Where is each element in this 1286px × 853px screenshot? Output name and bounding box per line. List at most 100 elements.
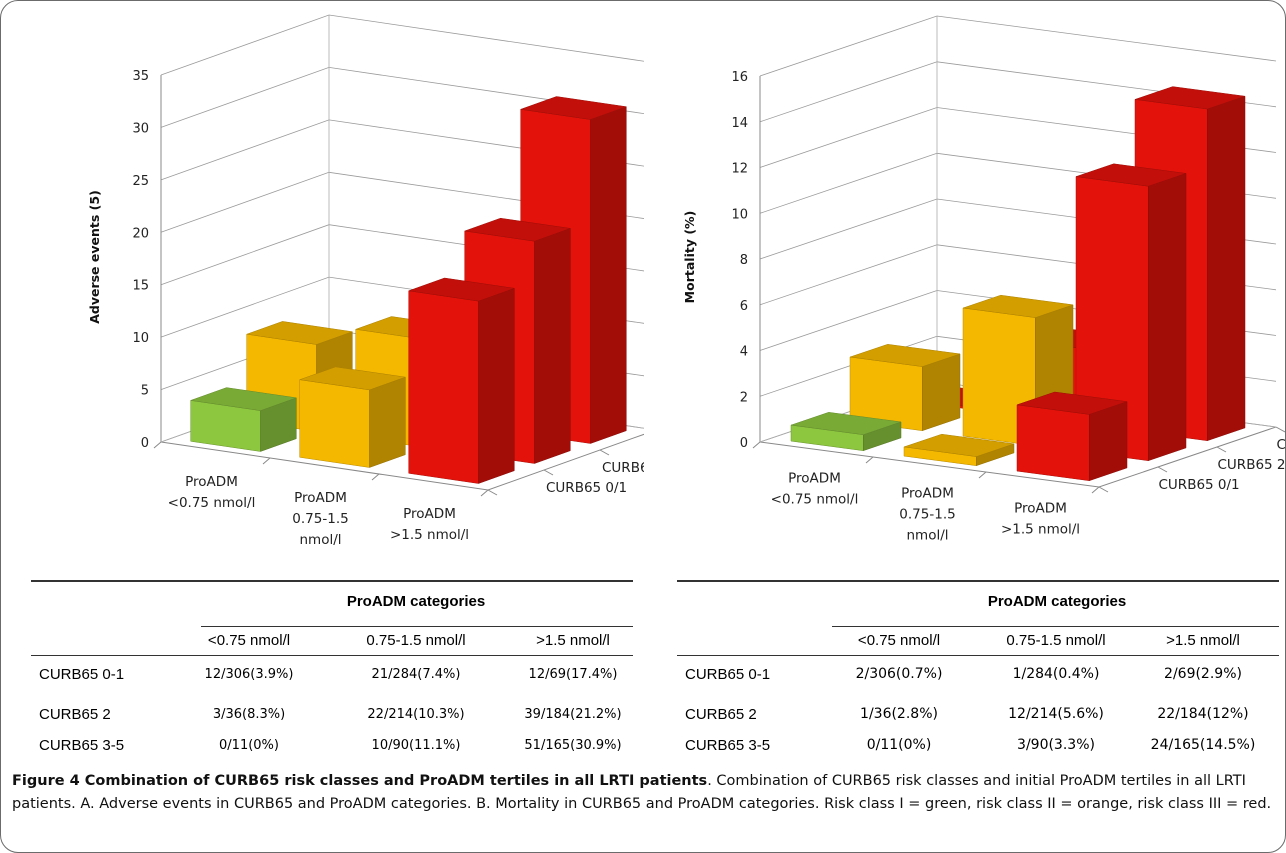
bar-top-face [408,277,515,302]
column-header: <0.75 nmol/l [207,632,291,649]
y-tick-label: 0 [141,436,149,451]
table-cell: 24/165(14.5%) [1150,737,1256,753]
bar-front-face [1016,404,1090,481]
bar-top-face [903,433,1015,457]
column-header: <0.75 nmol/l [857,632,941,649]
depth-tick-mark [543,469,554,476]
y-tick-label: 6 [740,299,748,314]
table-cell: 12/214(5.6%) [1008,706,1104,722]
bar-top-face [1134,86,1246,110]
y-tick-label: 15 [132,279,149,294]
x-tick-mark [262,457,271,465]
x-category-label: ProADM [403,506,456,522]
y-tick-label: 16 [731,70,748,85]
bar-side-face [590,106,627,444]
bar-top-face [790,412,902,435]
table-cell: 22/214(10.3%) [367,707,465,722]
row-label: CURB65 3-5 [685,737,771,754]
table-cell: 2/306(0.7%) [855,666,943,682]
bar [849,344,961,432]
depth-category-label: CURB65 0/1 [1159,477,1240,493]
bar-top-face [464,217,571,242]
column-header: >1.5 nmol/l [536,632,610,649]
bar-side-face [1148,173,1187,462]
y-tick-label: 5 [141,384,149,399]
bar [408,277,515,484]
caption-title: Figure 4 Combination of CURB65 risk clas… [12,773,708,789]
table-cell: 12/306(3.9%) [204,667,294,682]
table-mortality: ProADM categories <0.75 nmol/l 0.75-1.5 … [677,580,1279,755]
y-tick-label: 20 [132,226,149,241]
caption-text: . Combination of CURB65 risk classes and… [12,773,1272,812]
y-tick-label: 4 [740,345,748,360]
table-cell: 1/284(0.4%) [1012,666,1100,682]
y-tick-label: 14 [731,116,748,131]
table-rule [31,655,633,656]
y-tick-label: 35 [132,69,149,84]
y-tick-label: 8 [740,253,748,268]
table-cell: 12/69(17.4%) [528,667,618,682]
table-title: ProADM categories [346,593,486,610]
depth-tick-mark [599,449,610,456]
bar-top-face [1016,391,1128,415]
x-tick-mark [153,441,162,449]
row-label: CURB65 0-1 [39,666,125,683]
x-category-label: <0.75 nmol/l [168,495,256,511]
table-rule [201,626,633,627]
bar [190,387,297,452]
x-category-label: >1.5 nmol/l [1001,522,1080,538]
x-category-label: ProADM [185,474,238,490]
bar [903,433,1015,467]
table-cell: 51/165(30.9%) [524,738,622,753]
bar-top-face [849,344,961,367]
y-tick-label: 25 [132,174,149,189]
bar-side-face [1207,95,1246,442]
table-title: ProADM categories [987,593,1127,610]
row-label: CURB65 0-1 [685,666,771,683]
bar [1016,391,1128,482]
chart-mortality: 0 2 4 6 8 10 12 14 16 Mortality (%) ProADM <0.75 nm… [682,15,1285,544]
table-cell: 21/284(7.4%) [371,667,461,682]
depth-tick-mark [1216,446,1227,453]
bar-top-face [246,321,353,345]
depth-tick-mark [487,489,498,496]
x-tick-mark [752,441,761,449]
depth-category-label: CURB65 0/1 [546,480,627,496]
bar [299,366,406,468]
bar [1075,163,1187,462]
x-tick-mark [480,489,489,497]
x-category-label: ProADM [788,471,841,487]
row-label: CURB65 2 [39,706,111,723]
x-category-label: ProADM [1014,501,1067,517]
x-tick-mark [1091,486,1100,494]
table-cell: 2/69(2.9%) [1164,666,1242,682]
bar-top-face [299,366,406,391]
bar-side-face [534,228,571,464]
bar-side-face [922,353,961,432]
depth-tick-mark [1157,466,1168,473]
bar [790,412,902,452]
y-tick-label: 2 [740,390,748,405]
table-cell: 1/36(2.8%) [860,706,938,722]
x-category-label: 0.75-1.5 [899,507,955,523]
y-tick-label: 0 [740,436,748,451]
x-category-label: nmol/l [906,528,948,544]
y-axis-title: Adverse events (5) [87,190,102,324]
x-tick-mark [865,456,874,464]
row-label: CURB65 2 [685,706,757,723]
figure-caption: Figure 4 Combination of CURB65 risk clas… [12,770,1277,816]
table-cell: 3/36(8.3%) [212,707,286,722]
depth-tick-mark [1275,426,1285,433]
gridline [160,14,644,76]
y-tick-label: 10 [731,207,748,222]
bar-front-face [408,290,479,484]
y-tick-label: 10 [132,331,149,346]
x-category-label: nmol/l [299,532,341,548]
bar-top-face [1075,163,1187,187]
chart-adverse-events: 0 5 10 15 20 25 30 35 Adverse events (5) ProADM <0… [87,14,644,548]
table-rule [677,580,1279,582]
x-category-label: >1.5 nmol/l [390,527,469,543]
table-cell: 0/11(0%) [219,738,279,753]
bar-top-face [190,387,297,411]
